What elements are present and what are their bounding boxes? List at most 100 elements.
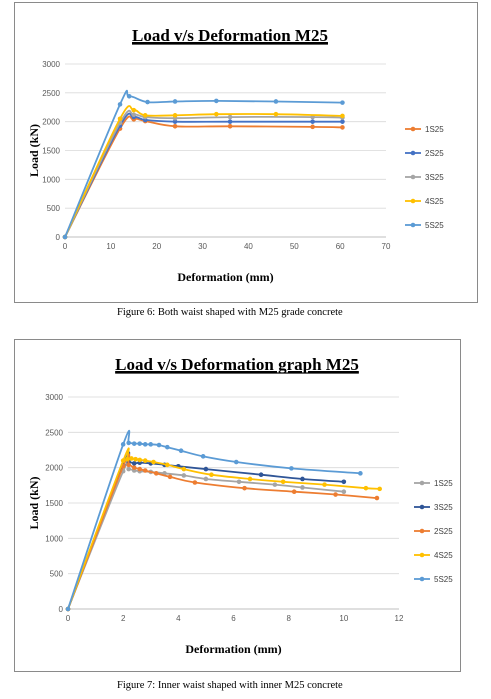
series-line	[64, 115, 343, 238]
y-tick-label: 3000	[45, 393, 63, 402]
y-axis-label: Load (kN)	[27, 476, 41, 529]
data-point	[340, 100, 345, 105]
data-point	[377, 486, 382, 492]
data-point	[227, 114, 233, 120]
data-point	[120, 458, 126, 463]
series-1S25	[62, 115, 345, 240]
data-point	[233, 459, 239, 465]
y-tick-label: 1000	[42, 175, 60, 184]
legend-entry: 4S25	[405, 197, 444, 206]
legend-marker	[410, 126, 416, 132]
data-point	[172, 113, 178, 118]
legend-entry: 3S25	[405, 173, 444, 182]
legend-marker	[419, 528, 425, 534]
series-2S25	[62, 112, 345, 240]
data-point	[289, 466, 294, 471]
data-point	[125, 456, 130, 462]
legend-marker	[410, 222, 416, 228]
figure-6-caption: Figure 6: Both waist shaped with M25 gra…	[117, 307, 343, 318]
data-point	[341, 479, 347, 485]
data-point	[178, 448, 184, 454]
legend-label: 4S25	[425, 197, 444, 206]
x-tick-label: 12	[395, 614, 404, 623]
x-tick-label: 6	[231, 614, 236, 623]
legend-marker	[410, 198, 416, 204]
data-point	[280, 479, 286, 485]
data-point	[214, 98, 219, 104]
data-point	[291, 489, 297, 494]
y-tick-label: 1500	[42, 147, 60, 156]
y-axis-label: Load (kN)	[27, 124, 41, 177]
data-point	[358, 471, 363, 476]
legend-label: 5S25	[425, 221, 444, 230]
x-tick-label: 0	[63, 242, 68, 251]
data-point	[272, 482, 278, 487]
data-point	[363, 485, 369, 491]
x-tick-label: 2	[121, 614, 126, 623]
x-tick-label: 0	[66, 614, 71, 623]
figure-7-caption: Figure 7: Inner waist shaped with inner …	[117, 680, 343, 691]
y-tick-label: 1000	[45, 534, 63, 543]
series-line	[67, 447, 380, 610]
data-point	[148, 442, 154, 447]
data-point	[145, 99, 150, 105]
legend-marker	[410, 174, 416, 180]
legend-marker	[419, 576, 425, 582]
data-point	[133, 456, 138, 462]
data-point	[142, 113, 148, 118]
legend-entry: 2S25	[414, 527, 453, 536]
x-tick-label: 50	[290, 242, 299, 251]
data-point	[227, 119, 233, 124]
chart-title: Load v/s Deformation graph M25	[115, 355, 359, 374]
data-point	[137, 466, 143, 472]
data-point	[203, 466, 209, 472]
x-tick-label: 20	[152, 242, 161, 251]
data-point	[156, 442, 162, 448]
data-point	[172, 99, 178, 104]
data-point	[126, 93, 132, 99]
load-deformation-chart-1: Load v/s Deformation M250500100015002000…	[27, 26, 444, 284]
data-point	[333, 492, 338, 497]
legend-label: 2S25	[425, 149, 444, 158]
data-point	[200, 454, 206, 459]
legend-label: 1S25	[425, 125, 444, 134]
legend-label: 3S25	[425, 173, 444, 182]
data-point	[62, 234, 68, 240]
legend-label: 2S25	[434, 527, 453, 536]
data-point	[227, 123, 233, 129]
data-point	[142, 442, 148, 447]
data-point	[310, 124, 315, 130]
data-point	[126, 462, 131, 468]
data-point	[137, 441, 143, 446]
data-point	[341, 489, 347, 494]
legend-label: 5S25	[434, 575, 453, 584]
x-tick-label: 60	[336, 242, 345, 251]
data-point	[300, 485, 305, 490]
series-1S25	[65, 458, 347, 612]
x-tick-label: 40	[244, 242, 253, 251]
data-point	[374, 495, 380, 501]
legend-marker	[419, 552, 425, 558]
series-3S25	[62, 109, 345, 240]
x-tick-label: 8	[286, 614, 291, 623]
chart-panel-figure-6: Load v/s Deformation M25 0 500 1000 1500 2000…	[14, 2, 478, 303]
data-point	[192, 480, 198, 485]
series-4S25	[62, 105, 345, 240]
data-point	[131, 441, 137, 446]
data-point	[258, 472, 264, 478]
x-axis-label: Deformation (mm)	[177, 270, 273, 284]
legend-marker	[419, 480, 425, 486]
y-tick-label: 2500	[42, 89, 60, 98]
y-tick-label: 3000	[42, 60, 60, 69]
data-point	[165, 462, 170, 468]
data-point	[172, 123, 178, 129]
series-2S25	[65, 453, 380, 612]
y-tick-label: 0	[56, 233, 61, 242]
data-point	[322, 482, 327, 487]
data-point	[142, 458, 148, 463]
legend-marker	[410, 150, 416, 156]
legend-label: 1S25	[434, 479, 453, 488]
x-tick-label: 10	[106, 242, 115, 251]
data-point	[153, 471, 159, 476]
series-line	[64, 89, 343, 238]
